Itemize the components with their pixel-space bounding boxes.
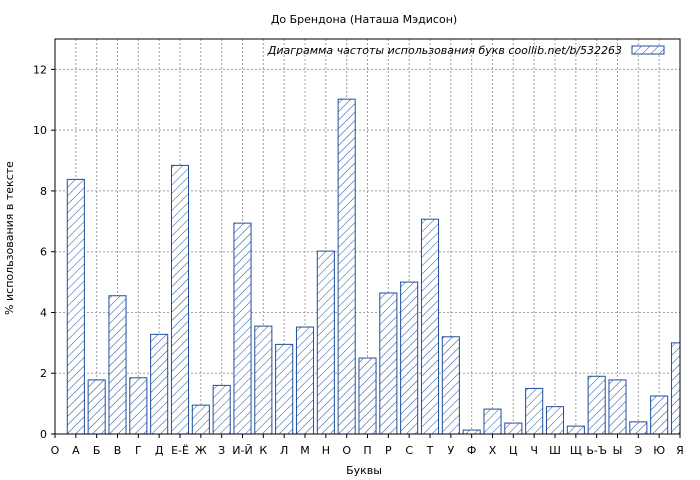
x-tick-label: О [51, 444, 60, 457]
x-tick-label: О [342, 444, 351, 457]
bar-10 [254, 325, 273, 435]
bar-24 [545, 406, 565, 435]
y-tick-label: 12 [33, 63, 47, 76]
x-tick-label: В [114, 444, 122, 457]
x-tick-label: Ш [549, 444, 561, 457]
bar-30 [670, 342, 681, 435]
bar-27 [608, 379, 627, 435]
y-tick-labels: 0 2 4 6 8 10 12 [33, 63, 47, 441]
x-tick-label: Щ [570, 444, 582, 457]
legend-swatch [631, 45, 665, 55]
x-tick-label: А [72, 444, 80, 457]
x-tick-label: Ф [467, 444, 476, 457]
x-tick-label: Э [634, 444, 642, 457]
bar-15 [358, 357, 377, 435]
x-axis-label: Буквы [346, 464, 382, 477]
x-tick-label: Ц [509, 444, 518, 457]
bar-7 [191, 404, 210, 435]
x-tick-label: П [363, 444, 371, 457]
x-tick-label: К [259, 444, 267, 457]
x-tick-label: Л [280, 444, 288, 457]
bar-21 [483, 408, 502, 435]
x-tick-label: Ь-Ъ [586, 444, 607, 457]
bar-8 [212, 384, 231, 435]
x-tick-label: Б [93, 444, 101, 457]
x-tick-label: Д [155, 444, 164, 457]
x-tick-label: Х [489, 444, 497, 457]
bar-16 [379, 292, 398, 435]
x-tick-label: Ч [530, 444, 538, 457]
bar-13 [316, 250, 335, 435]
bar-2 [87, 379, 106, 435]
bar-28 [629, 421, 648, 435]
x-tick-label: Н [322, 444, 330, 457]
bar-20 [462, 429, 481, 435]
x-tick-label: Ж [195, 444, 207, 457]
bar-26 [587, 375, 606, 435]
bar-17 [400, 281, 419, 435]
bar-22 [504, 422, 523, 435]
x-tick-label: Р [385, 444, 392, 457]
x-tick-label: У [447, 444, 454, 457]
bar-11 [275, 343, 294, 435]
y-tick-label: 8 [40, 185, 47, 198]
y-tick-label: 2 [40, 367, 47, 380]
x-tick-label: Е-Ё [171, 444, 189, 457]
x-tick-label: Ю [653, 444, 665, 457]
y-tick-label: 0 [40, 428, 47, 441]
x-tick-label: С [405, 444, 413, 457]
axes [51, 38, 681, 438]
y-tick-label: 10 [33, 124, 47, 137]
bar-29 [650, 395, 669, 435]
bar-25 [566, 425, 585, 435]
y-tick-label: 6 [40, 246, 47, 259]
plot-frame [54, 38, 681, 435]
bar-23 [525, 387, 544, 435]
bar-14 [337, 98, 356, 435]
x-tick-label: Т [426, 444, 434, 457]
bar-12 [295, 326, 315, 435]
x-tick-labels: О А Б В Г Д Е-Ё Ж З И-Й К Л М Н О П Р С Т У Ф Х Ц Ч Ш Щ Ь-Ъ Ы Э Ю Я [51, 444, 684, 457]
bars [66, 98, 681, 435]
x-tick-label: Я [676, 444, 684, 457]
bar-6 [170, 164, 190, 435]
x-tick-label: Г [135, 444, 142, 457]
x-tick-label: М [300, 444, 310, 457]
bar-4 [129, 377, 148, 435]
bar-19 [441, 336, 460, 435]
x-tick-label: И-Й [232, 444, 252, 457]
chart-title: До Брендона (Наташа Мэдисон) [271, 13, 457, 26]
y-tick-label: 4 [40, 306, 47, 319]
bar-1 [66, 178, 85, 435]
bar-18 [420, 218, 440, 435]
y-axis-label: % использования в тексте [3, 161, 16, 315]
legend: Диаграмма частоты использования букв coo… [267, 44, 665, 57]
x-tick-label: З [218, 444, 225, 457]
bar-3 [108, 295, 127, 435]
x-tick-label: Ы [613, 444, 623, 457]
bar-9 [233, 222, 252, 435]
bar-5 [150, 333, 169, 435]
legend-label: Диаграмма частоты использования букв coo… [267, 44, 622, 57]
